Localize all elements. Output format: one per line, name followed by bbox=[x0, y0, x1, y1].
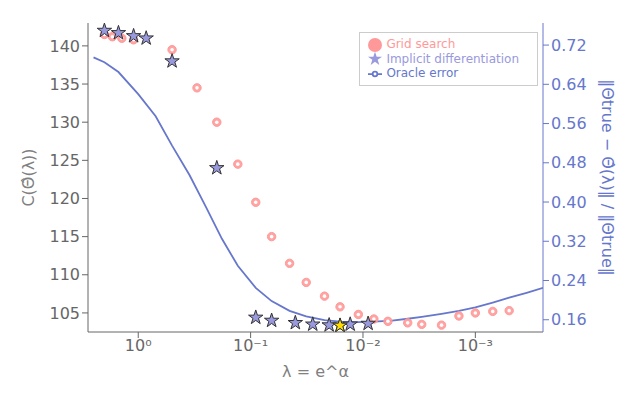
svg-text:0.48: 0.48 bbox=[551, 153, 587, 172]
svg-text:0.72: 0.72 bbox=[551, 36, 587, 55]
svg-text:C(Θ̂(λ)): C(Θ̂(λ)) bbox=[19, 148, 38, 206]
svg-text:135: 135 bbox=[49, 75, 80, 94]
svg-text:120: 120 bbox=[49, 189, 80, 208]
svg-text:10⁻¹: 10⁻¹ bbox=[233, 336, 268, 355]
html-text:Implicit differentiation: Implicit differentiation bbox=[386, 51, 519, 66]
svg-text:0.32: 0.32 bbox=[551, 232, 587, 251]
svg-text:0.16: 0.16 bbox=[551, 310, 587, 329]
svg-text:140: 140 bbox=[49, 37, 80, 56]
svg-text:0.40: 0.40 bbox=[551, 193, 587, 212]
svg-text:125: 125 bbox=[49, 151, 80, 170]
svg-text:10⁻³: 10⁻³ bbox=[458, 336, 493, 355]
svg-text:105: 105 bbox=[49, 304, 80, 323]
svg-text:110: 110 bbox=[49, 265, 80, 284]
svg-text:0.24: 0.24 bbox=[551, 271, 587, 290]
html-text:Grid search: Grid search bbox=[386, 37, 456, 51]
svg-text:0.56: 0.56 bbox=[551, 114, 587, 133]
svg-text:10⁻²: 10⁻² bbox=[345, 336, 380, 355]
svg-text:0.64: 0.64 bbox=[551, 75, 587, 94]
svg-text:λ = e^α: λ = e^α bbox=[282, 362, 349, 381]
svg-text:10⁰: 10⁰ bbox=[125, 336, 152, 355]
svg-text:130: 130 bbox=[49, 113, 80, 132]
svg-text:‖Θtrue − Θ̂(λ)‖ / ‖Θtrue‖: ‖Θtrue − Θ̂(λ)‖ / ‖Θtrue‖ bbox=[598, 79, 617, 276]
html-text:Oracle error: Oracle error bbox=[386, 66, 459, 80]
svg-text:115: 115 bbox=[49, 227, 80, 246]
